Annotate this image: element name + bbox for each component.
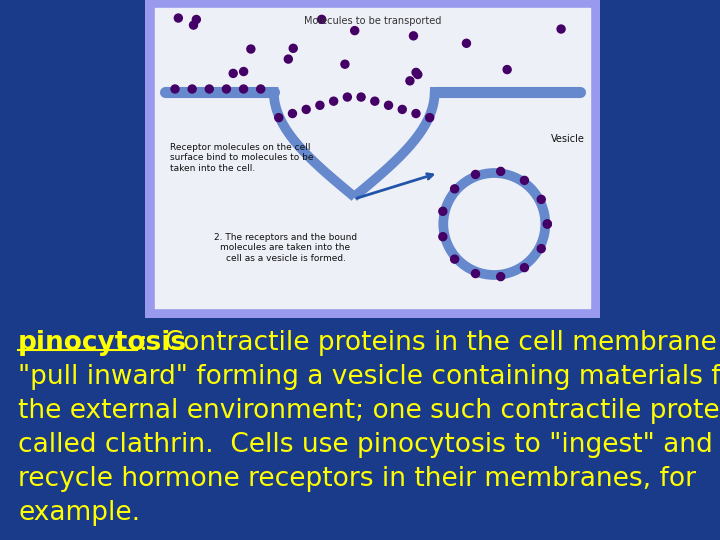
Circle shape — [240, 68, 248, 76]
Text: :  Contractile proteins in the cell membrane: : Contractile proteins in the cell membr… — [139, 330, 716, 356]
Text: pinocytosis: pinocytosis — [18, 330, 187, 356]
Text: Molecules to be transported: Molecules to be transported — [304, 16, 441, 26]
Circle shape — [205, 85, 213, 93]
Circle shape — [318, 15, 325, 23]
Circle shape — [472, 269, 480, 278]
Text: "pull inward" forming a vesicle containing materials from: "pull inward" forming a vesicle containi… — [18, 364, 720, 390]
Circle shape — [426, 113, 433, 122]
Circle shape — [351, 26, 359, 35]
Circle shape — [459, 188, 530, 260]
Circle shape — [406, 77, 414, 85]
Circle shape — [462, 39, 470, 48]
Text: 2. The receptors and the bound
molecules are taken into the
cell as a vesicle is: 2. The receptors and the bound molecules… — [214, 233, 357, 263]
Circle shape — [189, 21, 197, 29]
Circle shape — [174, 14, 182, 22]
Circle shape — [316, 102, 324, 109]
Text: recycle hormone receptors in their membranes, for: recycle hormone receptors in their membr… — [18, 466, 696, 492]
Circle shape — [341, 60, 349, 68]
Circle shape — [229, 70, 237, 77]
Circle shape — [275, 113, 283, 122]
Circle shape — [544, 220, 552, 228]
Circle shape — [398, 105, 406, 113]
Circle shape — [521, 264, 528, 272]
Text: the external environment; one such contractile protein is: the external environment; one such contr… — [18, 398, 720, 424]
Text: example.: example. — [18, 500, 140, 526]
Bar — [155, 8, 590, 308]
Circle shape — [222, 85, 230, 93]
Circle shape — [544, 220, 552, 228]
Circle shape — [192, 16, 200, 23]
Circle shape — [289, 44, 297, 52]
Circle shape — [188, 85, 196, 93]
Text: Receptor molecules on the cell
surface bind to molecules to be
taken into the ce: Receptor molecules on the cell surface b… — [170, 143, 313, 173]
Circle shape — [557, 25, 565, 33]
Circle shape — [451, 185, 459, 193]
Circle shape — [330, 97, 338, 105]
Circle shape — [497, 273, 505, 281]
Circle shape — [371, 97, 379, 105]
Circle shape — [412, 69, 420, 76]
Text: Vesicle: Vesicle — [551, 134, 585, 144]
Circle shape — [439, 207, 447, 215]
Circle shape — [247, 45, 255, 53]
Circle shape — [410, 32, 418, 40]
Circle shape — [343, 93, 351, 101]
Circle shape — [503, 65, 511, 73]
Text: called clathrin.  Cells use pinocytosis to "ingest" and: called clathrin. Cells use pinocytosis t… — [18, 432, 713, 458]
Circle shape — [412, 110, 420, 118]
Circle shape — [240, 85, 248, 93]
Bar — [145, 0, 600, 318]
Circle shape — [497, 167, 505, 176]
Circle shape — [289, 110, 297, 118]
Circle shape — [384, 102, 392, 109]
Circle shape — [451, 255, 459, 263]
Circle shape — [439, 233, 447, 241]
Circle shape — [537, 195, 545, 204]
Circle shape — [521, 177, 528, 184]
Circle shape — [472, 171, 480, 178]
Circle shape — [257, 85, 265, 93]
Circle shape — [302, 105, 310, 113]
Circle shape — [171, 85, 179, 93]
Circle shape — [537, 245, 545, 253]
Circle shape — [357, 93, 365, 101]
Circle shape — [284, 55, 292, 63]
Circle shape — [414, 71, 422, 78]
